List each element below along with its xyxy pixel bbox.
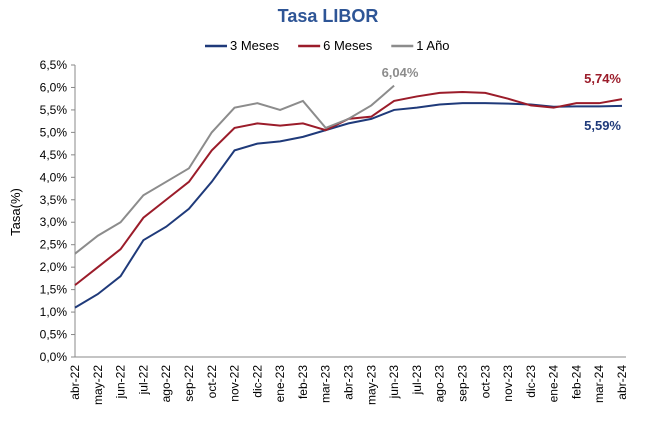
x-tick-label: mar-23 xyxy=(319,365,333,403)
legend-label: 1 Año xyxy=(416,38,449,53)
series-line xyxy=(74,90,623,286)
x-tick-label: ene-23 xyxy=(273,365,287,403)
x-tick-label: jul-22 xyxy=(136,365,150,396)
x-tick-label: jul-23 xyxy=(410,365,424,396)
y-tick-label: 6,5% xyxy=(40,58,68,72)
x-tick-label: oct-23 xyxy=(478,365,492,399)
x-tick-label: mar-24 xyxy=(592,365,606,403)
x-tick-label: may-22 xyxy=(91,365,105,405)
x-tick-label: may-23 xyxy=(364,365,378,405)
x-tick-label: abr-22 xyxy=(68,365,82,400)
x-tick-label: jun-23 xyxy=(387,365,401,400)
y-tick-label: 0,0% xyxy=(40,350,68,364)
x-tick-label: dic-22 xyxy=(250,365,264,398)
x-tick-label: sep-22 xyxy=(182,365,196,402)
x-tick-label: dic-23 xyxy=(524,365,538,398)
y-tick-label: 3,5% xyxy=(40,193,68,207)
x-tick-label: oct-22 xyxy=(205,365,219,399)
x-tick-label: abr-23 xyxy=(342,365,356,400)
chart-title: Tasa LIBOR xyxy=(278,6,379,26)
legend-label: 6 Meses xyxy=(323,38,373,53)
x-tick-label: ene-24 xyxy=(547,365,561,403)
x-tick-label: ago-22 xyxy=(159,365,173,403)
y-tick-label: 0,5% xyxy=(40,328,68,342)
x-tick-label: ago-23 xyxy=(433,365,447,403)
x-tick-label: feb-24 xyxy=(569,365,583,399)
y-tick-label: 1,0% xyxy=(40,305,68,319)
legend-label: 3 Meses xyxy=(230,38,280,53)
annotation: 5,59% xyxy=(584,118,621,133)
y-axis-label: Tasa(%) xyxy=(8,188,23,236)
x-tick-label: feb-23 xyxy=(296,365,310,399)
series-line xyxy=(74,84,395,255)
x-tick-label: nov-22 xyxy=(228,365,242,402)
x-tick-label: jun-22 xyxy=(114,365,128,400)
series-line xyxy=(74,102,623,309)
y-tick-label: 3,0% xyxy=(40,215,68,229)
x-tick-label: nov-23 xyxy=(501,365,515,402)
y-tick-label: 2,5% xyxy=(40,238,68,252)
y-tick-label: 2,0% xyxy=(40,260,68,274)
y-tick-label: 5,5% xyxy=(40,103,68,117)
x-tick-label: abr-24 xyxy=(615,365,629,400)
y-tick-label: 6,0% xyxy=(40,80,68,94)
annotation: 5,74% xyxy=(584,71,621,86)
y-tick-label: 4,0% xyxy=(40,170,68,184)
y-tick-label: 5,0% xyxy=(40,125,68,139)
y-tick-label: 4,5% xyxy=(40,148,68,162)
annotation: 6,04% xyxy=(382,65,419,80)
y-tick-label: 1,5% xyxy=(40,283,68,297)
x-tick-label: sep-23 xyxy=(455,365,469,402)
